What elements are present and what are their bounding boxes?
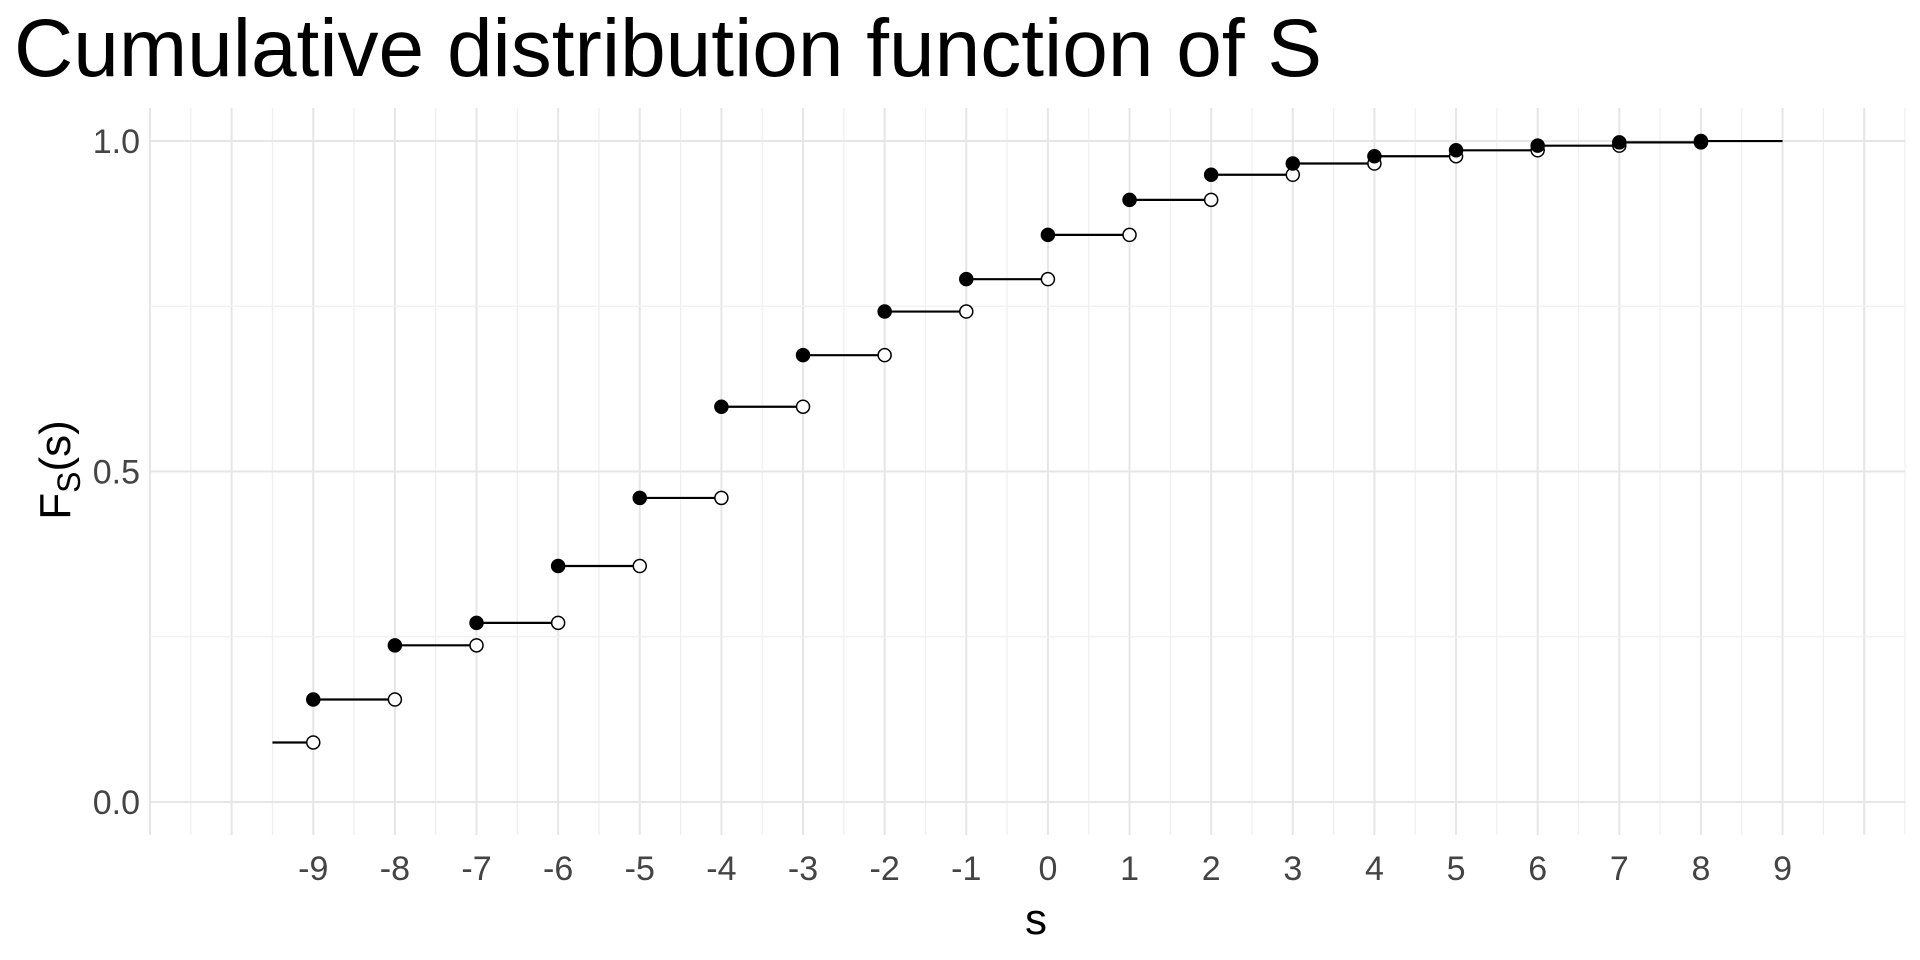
data-points xyxy=(306,133,1709,750)
x-tick-label: -7 xyxy=(461,850,491,888)
x-tick-label: -6 xyxy=(543,850,573,888)
x-tick-label: 0 xyxy=(1038,850,1057,888)
x-tick-label: 4 xyxy=(1365,850,1384,888)
open-point xyxy=(877,347,892,363)
open-point xyxy=(632,558,648,574)
closed-point xyxy=(1612,135,1627,150)
y-axis-title-main: F xyxy=(31,493,80,520)
x-tick-label: 5 xyxy=(1447,850,1466,888)
open-point xyxy=(714,490,729,506)
closed-point xyxy=(550,558,566,574)
closed-point xyxy=(1285,156,1301,171)
y-tick-labels: 0.0 0.5 1.0 xyxy=(93,123,140,822)
closed-point xyxy=(387,638,403,653)
x-tick-labels: -9 -8 -7 -6 -5 -4 -3 -2 -1 0 1 2 3 4 5 6 7 8 9 xyxy=(298,850,1792,888)
y-tick-label: 0.0 xyxy=(93,784,140,822)
open-point xyxy=(1040,271,1056,287)
chart-title: Cumulative distribution function of S xyxy=(14,3,1322,94)
x-tick-label: 7 xyxy=(1610,850,1629,888)
y-tick-label: 1.0 xyxy=(93,123,140,161)
x-tick-label: -4 xyxy=(706,850,736,888)
closed-point xyxy=(959,271,974,287)
open-point xyxy=(1203,192,1219,208)
closed-point xyxy=(1693,133,1709,149)
x-tick-label: -1 xyxy=(951,850,981,888)
open-point xyxy=(387,692,403,707)
closed-point xyxy=(1367,148,1382,164)
x-tick-label: -8 xyxy=(380,850,410,888)
closed-point xyxy=(1122,192,1137,208)
x-tick-label: -3 xyxy=(788,850,818,888)
x-tick-label: -5 xyxy=(625,850,655,888)
x-tick-label: 1 xyxy=(1120,850,1139,888)
x-tick-label: 6 xyxy=(1528,850,1547,888)
x-tick-label: 8 xyxy=(1691,850,1710,888)
closed-point xyxy=(1203,167,1219,183)
closed-point xyxy=(1040,227,1056,243)
x-tick-label: 9 xyxy=(1773,850,1792,888)
closed-point xyxy=(1530,138,1545,153)
open-point xyxy=(1122,227,1137,243)
closed-point xyxy=(877,304,892,319)
closed-point xyxy=(306,692,321,707)
x-tick-label: 3 xyxy=(1283,850,1302,888)
y-tick-label: 0.5 xyxy=(93,454,140,492)
open-point xyxy=(469,638,484,653)
step-lines xyxy=(272,139,1783,744)
closed-point xyxy=(795,347,811,363)
x-tick-label: 2 xyxy=(1202,850,1221,888)
open-point xyxy=(795,399,811,414)
y-axis-title: FS(s) xyxy=(31,420,87,520)
open-point xyxy=(306,735,321,750)
x-axis-title: s xyxy=(1025,895,1047,944)
x-tick-label: -2 xyxy=(870,850,900,888)
y-axis-title-arg: (s) xyxy=(31,420,80,471)
closed-point xyxy=(1448,143,1464,158)
open-point xyxy=(550,615,566,631)
y-axis-title-sub: S xyxy=(51,472,87,493)
x-tick-label: -9 xyxy=(298,850,328,888)
closed-point xyxy=(469,615,484,631)
grid xyxy=(149,108,1906,835)
closed-point xyxy=(632,490,648,506)
closed-point xyxy=(714,399,729,414)
open-point xyxy=(959,304,974,319)
